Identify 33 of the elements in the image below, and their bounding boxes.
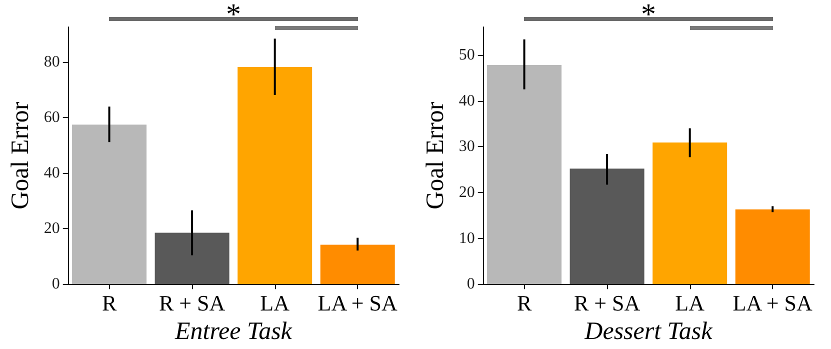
- bar: [570, 168, 644, 284]
- x-axis-title: Entree Task: [174, 318, 293, 345]
- x-tick-label: R + SA: [574, 290, 640, 316]
- bar: [652, 142, 728, 284]
- y-tick-label: 30: [458, 138, 475, 156]
- y-tick-label: 0: [466, 276, 475, 293]
- x-tick-label: LA + SA: [732, 290, 813, 316]
- y-tick-label: 40: [458, 92, 475, 110]
- y-tick-label: 80: [44, 54, 60, 71]
- x-axis-title: Dessert Task: [584, 318, 714, 345]
- y-tick-label: 10: [458, 230, 475, 247]
- y-axis-title: Goal Error: [422, 101, 449, 210]
- x-tick-label: R + SA: [158, 290, 226, 316]
- bar: [735, 209, 810, 284]
- x-tick-label: R: [102, 290, 117, 316]
- y-tick-label: 50: [458, 46, 475, 64]
- bar: [487, 65, 562, 284]
- bar: [238, 66, 312, 284]
- y-tick-label: 40: [44, 164, 60, 182]
- bar: [72, 124, 147, 284]
- bar: [154, 232, 230, 284]
- bar: [320, 244, 395, 284]
- y-tick-label: 0: [52, 276, 60, 293]
- x-tick-label: LA + SA: [318, 290, 398, 316]
- annotation: *: [224, 0, 242, 31]
- y-tick-label: 20: [44, 220, 60, 238]
- y-tick-label: 20: [458, 184, 475, 201]
- x-tick-label: LA: [260, 290, 290, 316]
- x-tick-label: R: [516, 290, 532, 316]
- y-tick-label: 60: [44, 109, 60, 126]
- y-axis-title: Goal Error: [7, 101, 34, 210]
- x-tick-label: LA: [675, 290, 705, 316]
- annotation: *: [640, 0, 657, 31]
